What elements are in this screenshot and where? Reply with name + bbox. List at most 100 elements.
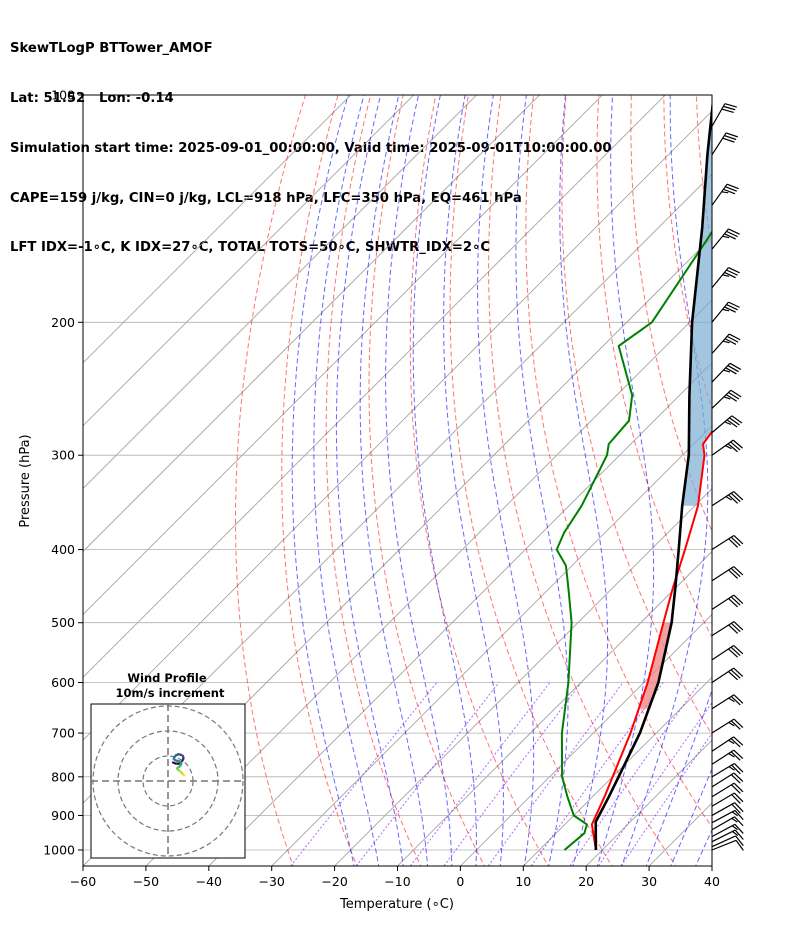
- isotherm-line: [271, 425, 712, 866]
- wind-barb: [711, 782, 744, 798]
- cape-line: CAPE=159 j/kg, CIN=0 j/kg, LCL=918 hPa, …: [10, 190, 522, 206]
- hodograph-inset: Wind Profile 10m/s increment: [90, 671, 246, 859]
- wind-barb: [711, 802, 744, 816]
- y-tick-label: 700: [51, 726, 75, 741]
- y-tick-label: 800: [51, 769, 75, 784]
- dry-adiabat: [449, 95, 613, 866]
- wind-barb: [711, 594, 744, 610]
- wind-barb: [711, 333, 741, 354]
- x-tick-label: −40: [196, 874, 222, 889]
- wind-barb: [711, 762, 744, 778]
- moist-adiabat: [515, 95, 569, 866]
- wind-barbs: [711, 103, 744, 851]
- moist-adiabat: [645, 688, 712, 866]
- wind-barb: [711, 301, 740, 323]
- time-line: Simulation start time: 2025-09-01_00:00:…: [10, 140, 612, 156]
- y-tick-label: 300: [51, 448, 75, 463]
- isotherm-line: [83, 110, 712, 741]
- moist-adiabat: [443, 95, 504, 866]
- moist-adiabat: [412, 95, 477, 866]
- axes: −60 −50 −40 −30 −20 −10 0 10 20 30 40 1000 900 800 700…: [43, 88, 720, 890]
- moist-adiabat: [359, 95, 429, 866]
- dry-adiabat: [235, 95, 306, 866]
- y-tick-label: 100: [51, 88, 75, 103]
- mixing-ratio-line: [487, 682, 624, 866]
- dewpoint-line: [555, 230, 712, 851]
- moist-adiabat: [744, 68, 794, 869]
- dry-adiabat: [525, 95, 712, 828]
- y-tick-label: 500: [51, 615, 75, 630]
- wind-barb: [711, 839, 744, 851]
- dry-adiabat: [409, 95, 549, 866]
- hodograph-title: Wind Profile: [127, 671, 207, 685]
- dry-adiabat: [561, 95, 712, 736]
- isotherm-line: [397, 550, 712, 866]
- isotherm-line: [334, 488, 712, 866]
- wind-barb: [711, 644, 744, 661]
- isotherm-line: [83, 95, 414, 427]
- y-axis-label: Pressure (hPa): [18, 434, 33, 527]
- wind-barb: [711, 749, 744, 765]
- index-line: LFT IDX=-1∘C, K IDX=27∘C, TOTAL TOTS=50∘…: [10, 240, 491, 256]
- x-tick-label: 30: [641, 874, 657, 889]
- isotherm-line: [83, 95, 352, 364]
- y-tick-label: 1000: [43, 843, 75, 858]
- isotherm-line: [523, 676, 712, 866]
- wind-barb: [711, 809, 744, 824]
- wind-barb: [711, 772, 744, 788]
- wind-barb: [711, 439, 743, 456]
- moist-adiabat: [335, 95, 404, 866]
- moist-adiabat: [719, 68, 794, 869]
- dry-adiabat: [281, 95, 358, 866]
- wind-barb: [711, 491, 744, 507]
- wind-barb: [711, 667, 744, 684]
- y-tick-label: 200: [51, 315, 75, 330]
- mixing-ratio-line: [289, 682, 438, 866]
- x-tick-label: 20: [578, 874, 594, 889]
- wind-barb: [711, 183, 739, 206]
- isotherm-line: [83, 95, 540, 553]
- moist-adiabat: [313, 95, 380, 866]
- moist-adiabat: [559, 95, 609, 866]
- isotherm-line: [83, 95, 666, 678]
- x-tick-label: −60: [70, 874, 96, 889]
- moist-adiabat: [596, 95, 655, 866]
- x-tick-label: 40: [704, 874, 720, 889]
- isotherm-line: [145, 299, 712, 866]
- y-tick-label: 900: [51, 808, 75, 823]
- wind-barb: [711, 621, 744, 637]
- wind-barb: [711, 228, 740, 250]
- hodograph-content: [91, 704, 245, 858]
- x-tick-label: 0: [456, 874, 464, 889]
- x-axis-label: Temperature (∘C): [339, 897, 454, 912]
- x-tick-label: −30: [259, 874, 285, 889]
- wind-barb: [711, 736, 744, 752]
- hodograph-segment: [182, 773, 186, 777]
- wind-barb: [711, 534, 744, 551]
- mixing-ratio-line: [443, 682, 582, 866]
- y-tick-label: 600: [51, 675, 75, 690]
- shaded-areas: [638, 111, 712, 709]
- isotherm-line: [460, 613, 712, 866]
- wind-barb: [711, 103, 737, 127]
- wind-barb: [711, 829, 744, 843]
- wind-barb: [711, 823, 744, 838]
- wind-barb: [711, 415, 743, 434]
- moist-adiabat: [385, 95, 453, 866]
- wind-barb: [711, 816, 744, 831]
- parcel-profile-line: [594, 98, 712, 851]
- chart-title: SkewTLogP BTTower_AMOF: [10, 41, 213, 57]
- isotherm-line: [83, 95, 477, 490]
- chart-header: SkewTLogP BTTower_AMOF Lat: 51.52 Lon: -…: [10, 8, 612, 274]
- wind-barb: [711, 132, 738, 156]
- mixing-ratio-line: [620, 732, 712, 866]
- mixing-ratio-line: [597, 701, 712, 866]
- wind-barb: [711, 389, 742, 409]
- x-tick-label: −10: [384, 874, 410, 889]
- dry-adiabat: [762, 95, 794, 869]
- mixing-ratio-line: [409, 682, 551, 866]
- moist-adiabat: [291, 95, 355, 866]
- mixing-ratio-line: [569, 682, 700, 866]
- wind-barb: [711, 566, 744, 582]
